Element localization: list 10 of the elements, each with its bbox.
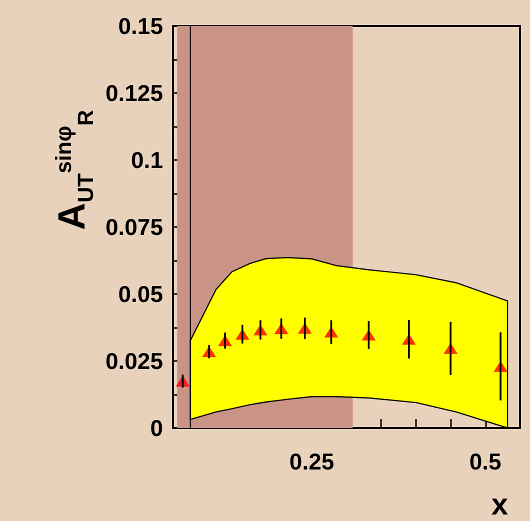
x-tick-label: 0.5 <box>469 448 502 474</box>
x-tick-label: 0.25 <box>289 448 334 474</box>
y-tick-label: 0.125 <box>105 80 164 106</box>
y-tick-label: 0 <box>150 415 163 441</box>
x-axis-title: x <box>491 488 508 521</box>
y-tick-label: 0.1 <box>131 147 164 173</box>
y-tick-label: 0.025 <box>105 348 164 374</box>
y-tick-label: 0.05 <box>118 281 164 307</box>
y-tick-label: 0.075 <box>105 214 164 240</box>
y-tick-label: 0.15 <box>118 13 164 39</box>
